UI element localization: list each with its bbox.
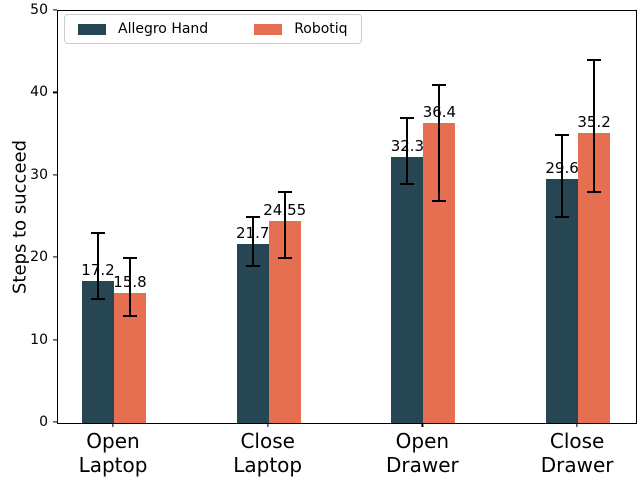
error-bar-line <box>97 233 99 300</box>
legend-entry-allegro-hand: Allegro Hand <box>78 21 208 37</box>
legend: Allegro Hand Robotiq <box>64 14 362 44</box>
x-tick-mark <box>576 423 578 427</box>
error-bar-cap <box>277 257 292 260</box>
y-tick-mark <box>53 174 57 176</box>
y-tick-label: 0 <box>39 414 48 430</box>
legend-entry-robotiq: Robotiq <box>254 21 348 37</box>
x-category-label: Close Laptop <box>233 429 303 477</box>
bar-value-label: 24.55 <box>263 200 307 219</box>
bar-allegro-hand <box>236 244 269 423</box>
error-bar-cap <box>587 59 602 62</box>
error-bar-cap <box>432 84 447 87</box>
x-tick-mark <box>421 423 423 427</box>
error-bar-cap <box>555 133 570 136</box>
bar-value-label: 15.8 <box>113 272 147 291</box>
error-bar-cap <box>91 298 105 301</box>
error-bar-line <box>438 85 441 201</box>
legend-label-allegro-hand: Allegro Hand <box>118 21 209 37</box>
error-bar-cap <box>245 265 260 268</box>
bar-value-label: 21.7 <box>235 224 270 243</box>
error-bar-cap <box>587 191 602 194</box>
error-bar-cap <box>123 257 137 260</box>
error-bar-cap <box>400 117 415 120</box>
bar-allegro-hand <box>391 156 424 423</box>
error-bar-line <box>283 192 286 259</box>
y-tick-label: 30 <box>30 166 48 183</box>
x-category-label: Open Laptop <box>78 429 148 477</box>
y-tick-mark <box>53 9 57 11</box>
error-bar-cap <box>432 199 447 202</box>
plot-area: 17.2 21.7 32.3 29.6 15.8 24.55 36.4 35.2 Allegr… <box>57 10 637 424</box>
legend-swatch-robotiq <box>254 23 283 35</box>
legend-label-robotiq: Robotiq <box>294 21 348 37</box>
bar-value-label: 29.6 <box>545 159 579 178</box>
x-tick-mark <box>267 423 269 427</box>
bar-value-label: 35.2 <box>577 112 611 131</box>
bar-value-label: 17.2 <box>81 261 115 280</box>
error-bar-cap <box>555 216 570 218</box>
error-bar-line <box>406 118 409 185</box>
y-axis-label: Steps to succeed <box>9 139 31 295</box>
bar-allegro-hand <box>546 179 579 423</box>
bar-value-label: 32.3 <box>390 136 425 155</box>
error-bar-cap <box>91 232 105 235</box>
y-tick-label: 20 <box>30 249 48 266</box>
error-bar-cap <box>123 314 137 317</box>
y-tick-label: 40 <box>30 84 48 101</box>
x-tick-mark <box>112 423 114 427</box>
x-category-label: Open Drawer <box>386 429 459 477</box>
error-bar-line <box>593 60 596 193</box>
y-tick-mark <box>53 256 57 258</box>
error-bar-line <box>129 258 131 316</box>
bar-value-label: 36.4 <box>422 103 457 122</box>
y-tick-mark <box>53 339 57 341</box>
legend-swatch-allegro-hand <box>78 23 106 35</box>
error-bar-line <box>251 217 254 267</box>
x-category-label: Close Drawer <box>540 429 614 477</box>
y-tick-label: 10 <box>30 331 48 348</box>
error-bar-cap <box>277 191 292 194</box>
y-tick-label: 50 <box>30 2 48 18</box>
y-tick-mark <box>53 91 57 93</box>
error-bar-cap <box>245 216 260 218</box>
y-tick-mark <box>53 421 57 423</box>
bar-allegro-hand <box>82 281 114 423</box>
error-bar-line <box>561 134 564 217</box>
error-bar-cap <box>400 183 415 186</box>
